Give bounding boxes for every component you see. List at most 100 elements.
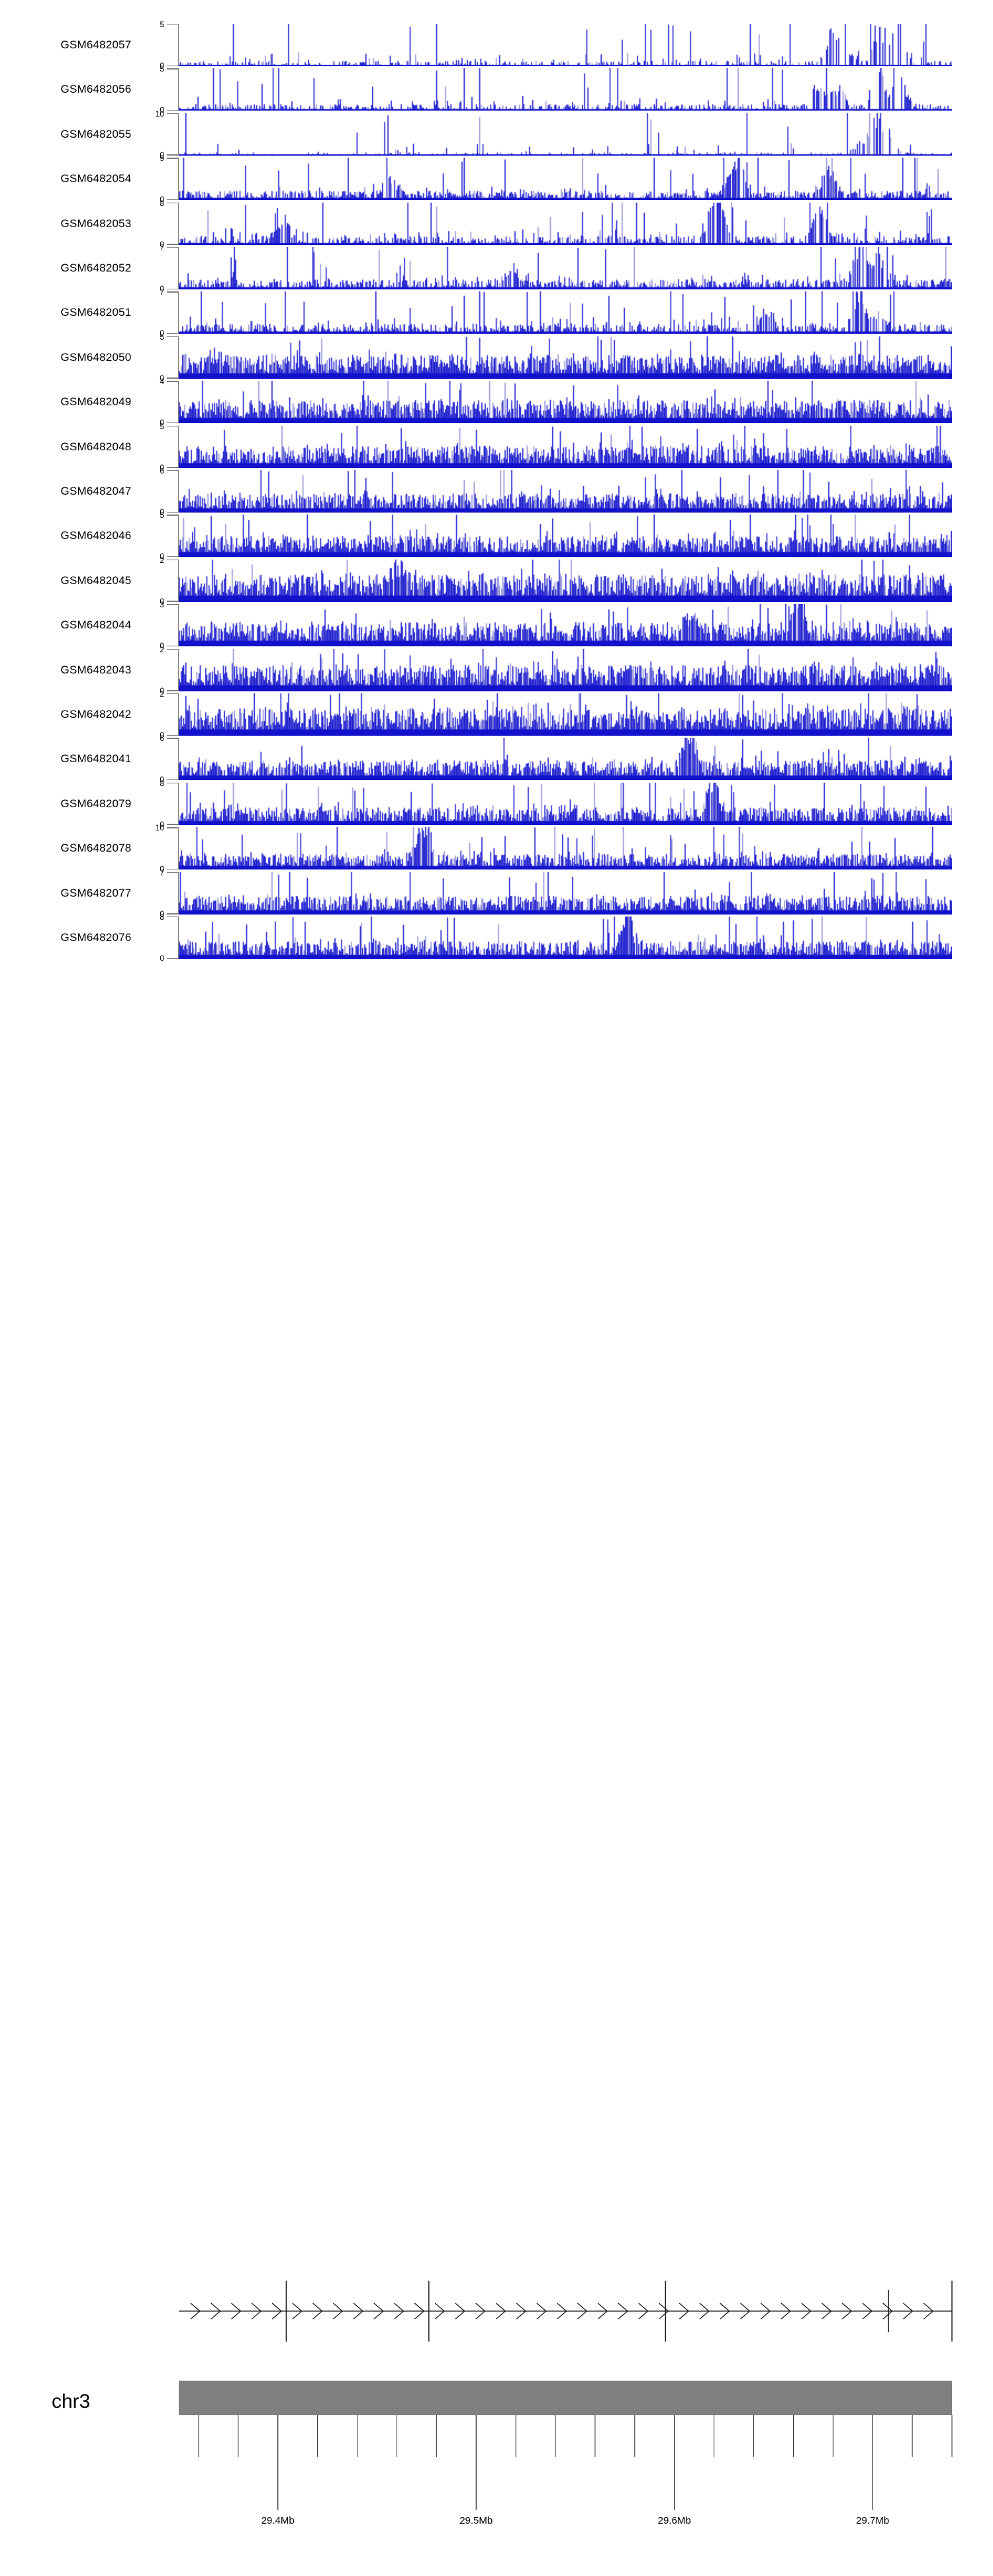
coverage-track: GSM6482047 6 0 — [0, 466, 993, 520]
strand-arrow-icon — [577, 2303, 588, 2320]
coverage-signal-canvas — [179, 425, 952, 468]
coverage-track: GSM6482052 7 0 — [0, 243, 993, 297]
track-sample-label: GSM6482049 — [60, 395, 132, 409]
coverage-track: GSM6482043 2 0 — [0, 645, 993, 699]
coverage-signal-canvas — [179, 68, 952, 111]
y-axis-stroke — [167, 24, 179, 25]
coverage-track: GSM6482045 2 0 — [0, 556, 993, 610]
y-axis-stroke — [177, 871, 179, 915]
y-axis-zero-label: 0 — [160, 954, 164, 963]
y-axis-max-label: 7 — [160, 867, 164, 877]
y-axis-stroke — [167, 916, 179, 918]
y-axis-zero-label: 0 — [160, 150, 164, 160]
track-sample-label: GSM6482076 — [60, 931, 132, 944]
y-axis-stroke — [167, 422, 179, 424]
track-sample-label: GSM6482054 — [60, 172, 132, 185]
strand-arrow-icon — [903, 2303, 914, 2320]
y-axis-stroke — [167, 556, 179, 558]
coverage-track: GSM6482051 7 0 — [0, 287, 993, 342]
strand-arrow-icon — [862, 2303, 873, 2320]
coordinate-tick-label: 29.6Mb — [657, 2515, 691, 2526]
y-axis-stroke — [177, 827, 179, 870]
coverage-track: GSM6482054 9 0 — [0, 154, 993, 208]
y-axis-max-label: 5 — [160, 64, 164, 74]
y-axis-zero-label: 0 — [160, 685, 164, 695]
y-axis-stroke — [167, 511, 179, 513]
coverage-track: GSM6482046 5 0 — [0, 511, 993, 565]
y-axis-stroke — [177, 68, 179, 111]
y-axis-zero-label: 0 — [160, 195, 164, 205]
y-axis-max-label: 5 — [160, 421, 164, 431]
coverage-track: GSM6482077 7 0 — [0, 868, 993, 922]
y-axis-zero-label: 0 — [160, 596, 164, 606]
track-sample-label: GSM6482078 — [60, 842, 132, 855]
y-axis-max-label: 5 — [160, 332, 164, 342]
coverage-signal-canvas — [179, 113, 952, 156]
y-axis-stroke — [177, 425, 179, 468]
y-axis-stroke — [167, 332, 179, 334]
y-axis-zero-label: 0 — [160, 239, 164, 249]
strand-arrow-icon — [557, 2303, 567, 2320]
y-axis-stroke — [167, 913, 179, 915]
strand-arrow-icon — [923, 2303, 934, 2320]
y-axis-stroke — [167, 779, 179, 781]
y-axis-stroke — [167, 113, 179, 115]
y-axis-zero-label: 0 — [160, 864, 164, 874]
genome-axis-track — [0, 2271, 993, 2351]
strand-arrow-icon — [720, 2303, 730, 2320]
y-axis-stroke — [177, 916, 179, 959]
strand-arrow-icon — [536, 2303, 547, 2320]
y-axis-stroke — [177, 782, 179, 825]
coverage-track: GSM6482079 8 0 — [0, 779, 993, 833]
y-axis-stroke — [177, 158, 179, 201]
y-axis-zero-label: 0 — [160, 61, 164, 70]
y-axis-max-label: 8 — [160, 913, 164, 922]
chromosome-ideogram-bar — [179, 2381, 952, 2415]
y-axis-max-label: 2 — [160, 689, 164, 699]
strand-arrow-icon — [271, 2303, 282, 2320]
y-axis-zero-label: 0 — [160, 819, 164, 829]
coordinate-ruler-svg — [198, 2415, 953, 2510]
strand-arrow-icon — [801, 2303, 812, 2320]
y-axis-max-label: 4 — [160, 377, 164, 387]
y-axis-zero-label: 0 — [160, 507, 164, 517]
y-axis-zero-label: 0 — [160, 909, 164, 918]
y-axis-stroke — [167, 109, 179, 111]
y-axis-zero-label: 0 — [160, 418, 164, 428]
strand-arrow-icon — [638, 2303, 649, 2320]
y-axis-max-label: 9 — [160, 154, 164, 164]
track-sample-label: GSM6482042 — [60, 708, 132, 720]
strand-arrow-icon — [414, 2303, 425, 2320]
y-axis-stroke — [177, 559, 179, 602]
y-axis-max-label: 5 — [160, 20, 164, 29]
track-sample-label: GSM6482051 — [60, 306, 132, 319]
y-axis-max-label: 5 — [160, 511, 164, 520]
y-axis-max-label: 7 — [160, 243, 164, 252]
y-axis-zero-label: 0 — [160, 105, 164, 115]
y-axis-stroke — [167, 604, 179, 605]
coordinate-tick-label: 29.4Mb — [261, 2515, 295, 2526]
y-axis-zero-label: 0 — [160, 462, 164, 472]
y-axis-zero-label: 0 — [160, 775, 164, 785]
y-axis-zero-label: 0 — [160, 641, 164, 651]
y-axis-stroke — [167, 247, 179, 248]
y-axis-max-label: 7 — [160, 287, 164, 297]
track-sample-label: GSM6482044 — [60, 619, 132, 632]
coverage-signal-canvas — [179, 336, 952, 379]
y-axis-stroke — [167, 693, 179, 695]
strand-arrow-icon — [373, 2303, 384, 2320]
y-axis-stroke — [177, 291, 179, 334]
coordinate-tick-label: 29.7Mb — [856, 2515, 890, 2526]
track-sample-label: GSM6482048 — [60, 440, 132, 453]
y-axis-max-label: 2 — [160, 555, 164, 565]
coverage-signal-canvas — [179, 827, 952, 870]
y-axis-stroke — [177, 470, 179, 513]
y-axis-max-label: 8 — [160, 198, 164, 208]
strand-arrow-icon — [394, 2303, 404, 2320]
coverage-track: GSM6482048 5 0 — [0, 422, 993, 476]
chromosome-name-label: chr3 — [52, 2391, 91, 2412]
coverage-signal-canvas — [179, 559, 952, 602]
coverage-signal-canvas — [179, 202, 952, 245]
y-axis-stroke — [177, 113, 179, 156]
